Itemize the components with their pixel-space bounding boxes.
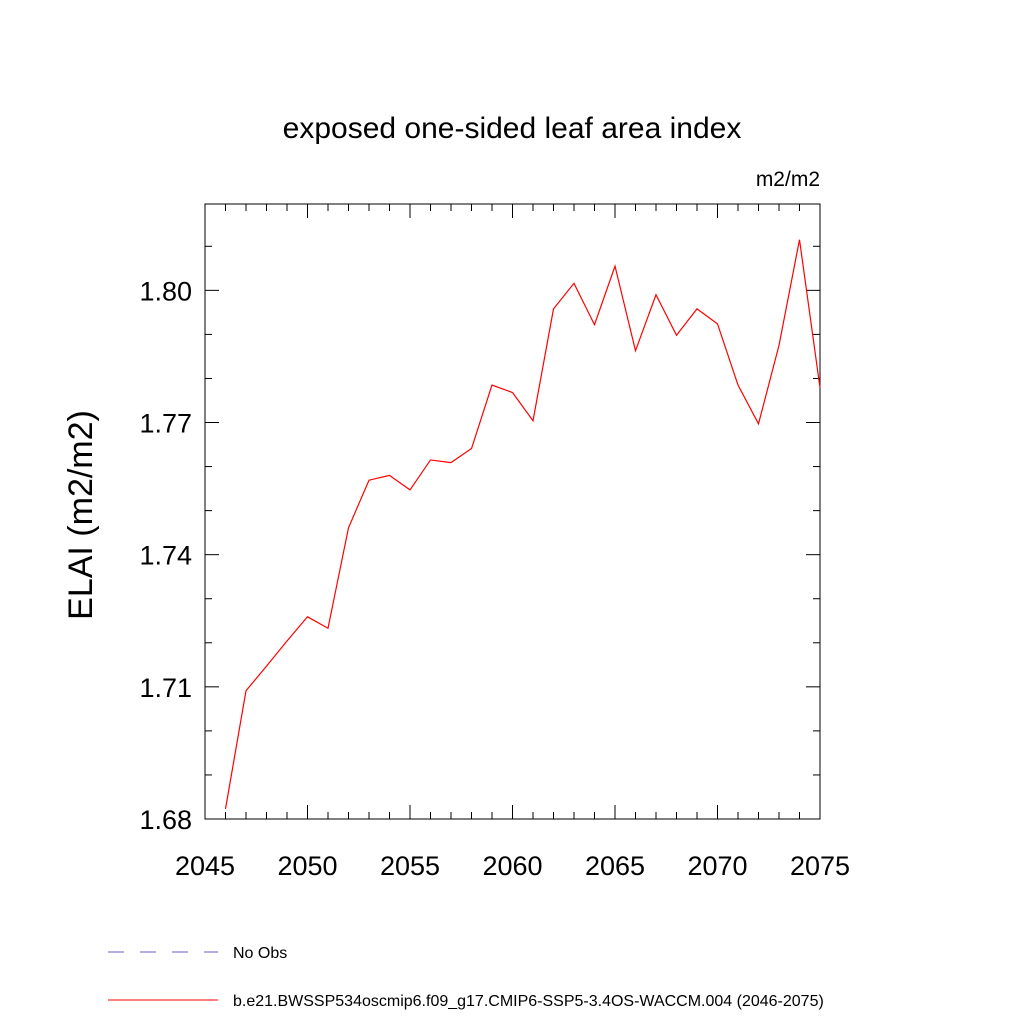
x-tick-label: 2060: [482, 851, 542, 881]
x-tick-label: 2070: [687, 851, 747, 881]
x-axis: 2045 2050 2055 2060 2065 2070 2075: [175, 204, 850, 881]
x-tick-label: 2065: [585, 851, 645, 881]
units-label: m2/m2: [756, 168, 820, 191]
y-tick-label: 1.80: [139, 276, 192, 306]
series-line: [224, 239, 821, 809]
legend-label: No Obs: [233, 945, 287, 962]
x-tick-label: 2050: [277, 851, 337, 881]
x-tick-label: 2055: [380, 851, 440, 881]
chart-title: exposed one-sided leaf area index: [283, 112, 742, 145]
y-tick-label: 1.71: [139, 673, 192, 703]
series-layer: [224, 239, 821, 809]
y-tick-label: 1.77: [139, 409, 192, 439]
y-axis: 1.68 1.71 1.74 1.77 1.80: [139, 245, 820, 835]
legend-label: b.e21.BWSSP534oscmip6.f09_g17.CMIP6-SSP5…: [233, 993, 824, 1010]
x-tick-label: 2075: [790, 851, 850, 881]
y-tick-label: 1.68: [139, 805, 192, 835]
y-tick-label: 1.74: [139, 541, 192, 571]
y-axis-label: ELAI (m2/m2): [62, 410, 100, 620]
plot-frame: [204, 203, 821, 820]
x-tick-label: 2045: [175, 851, 235, 881]
legend: No Obs b.e21.BWSSP534oscmip6.f09_g17.CMIP…: [108, 945, 824, 1010]
